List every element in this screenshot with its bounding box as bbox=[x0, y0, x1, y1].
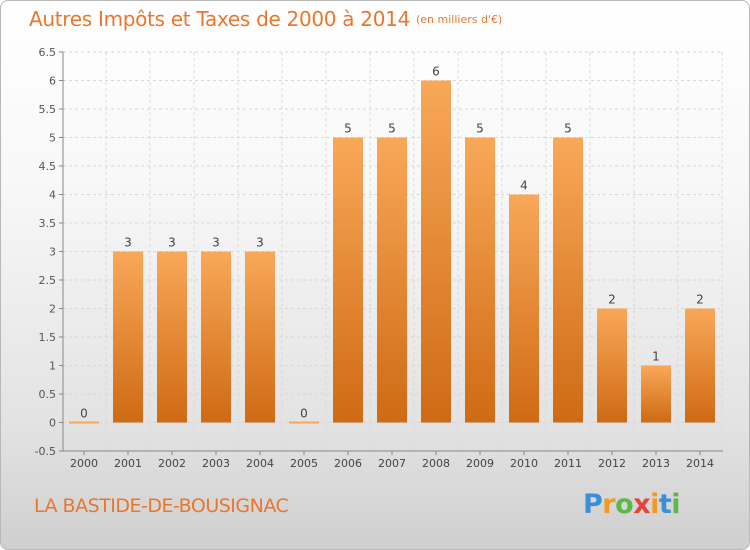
data-label: 5 bbox=[564, 122, 572, 136]
logo-letter: i bbox=[650, 489, 659, 520]
y-tick-label: 6 bbox=[49, 75, 56, 88]
y-tick-label: 5 bbox=[49, 132, 56, 145]
x-tick-label: 2013 bbox=[642, 457, 670, 470]
data-label: 5 bbox=[476, 122, 484, 136]
bar bbox=[157, 251, 187, 423]
y-tick-label: 4 bbox=[49, 189, 56, 202]
x-tick-label: 2007 bbox=[378, 457, 406, 470]
x-tick-label: 2003 bbox=[202, 457, 230, 470]
x-tick-label: 2004 bbox=[246, 457, 274, 470]
data-label: 3 bbox=[124, 236, 132, 250]
chart-title-main: Autres Impôts et Taxes de 2000 à 2014 bbox=[29, 7, 410, 31]
data-label: 0 bbox=[300, 407, 308, 421]
logo-letter: t bbox=[658, 489, 672, 520]
x-tick-label: 2000 bbox=[70, 457, 98, 470]
data-label: 3 bbox=[168, 236, 176, 250]
bar bbox=[245, 251, 275, 423]
bars bbox=[69, 80, 715, 424]
logo-letter: r bbox=[602, 489, 616, 520]
y-tick-label: 0 bbox=[49, 417, 56, 430]
x-tick-label: 2012 bbox=[598, 457, 626, 470]
bar bbox=[641, 365, 671, 423]
y-tick-label: 1 bbox=[49, 360, 56, 373]
bar bbox=[113, 251, 143, 423]
logo-letter: x bbox=[633, 489, 651, 520]
y-tick-label: 1.5 bbox=[39, 331, 57, 344]
data-label: 6 bbox=[432, 65, 440, 79]
y-tick-label: 2 bbox=[49, 303, 56, 316]
bar bbox=[333, 137, 363, 423]
x-tick-label: 2002 bbox=[158, 457, 186, 470]
data-label: 1 bbox=[652, 350, 660, 364]
logo-letter: i bbox=[671, 489, 681, 520]
chart-title: Autres Impôts et Taxes de 2000 à 2014 (en… bbox=[29, 7, 502, 31]
bar bbox=[553, 137, 583, 423]
y-tick-label: 2.5 bbox=[39, 274, 57, 287]
data-label: 5 bbox=[388, 122, 396, 136]
x-tick-labels: 2000 2001 2002 2003 2004 2005 2006 2007 2008 2009… bbox=[70, 451, 714, 470]
logo-letter: P bbox=[583, 489, 603, 520]
x-tick-label: 2006 bbox=[334, 457, 362, 470]
y-tick-label: 5.5 bbox=[39, 103, 57, 116]
bar bbox=[597, 308, 627, 423]
x-tick-label: 2001 bbox=[114, 457, 142, 470]
bar bbox=[465, 137, 495, 423]
data-label: 2 bbox=[696, 293, 704, 307]
y-tick-label: 0.5 bbox=[39, 388, 57, 401]
data-label: 0 bbox=[80, 407, 88, 421]
bar bbox=[685, 308, 715, 423]
x-tick-label: 2010 bbox=[510, 457, 538, 470]
y-tick-label: 3 bbox=[49, 246, 56, 259]
x-tick-label: 2011 bbox=[554, 457, 582, 470]
bar bbox=[69, 421, 99, 424]
data-label: 2 bbox=[608, 293, 616, 307]
logo-letter: o bbox=[615, 489, 634, 520]
y-tick-labels: -0.5 0 0.5 1 1.5 2 2.5 3 3.5 4 4.5 5 5.5 6 6.5 bbox=[35, 46, 56, 458]
chart-title-unit: (en milliers d'€) bbox=[416, 13, 503, 26]
bar bbox=[201, 251, 231, 423]
y-tick-label: 6.5 bbox=[39, 46, 57, 59]
data-label: 5 bbox=[344, 122, 352, 136]
bar bbox=[421, 80, 451, 423]
bar bbox=[289, 421, 319, 424]
commune-name: LA BASTIDE-DE-BOUSIGNAC bbox=[34, 495, 289, 517]
axes bbox=[59, 51, 723, 452]
bar bbox=[509, 194, 539, 423]
x-tick-label: 2005 bbox=[290, 457, 318, 470]
data-label: 3 bbox=[256, 236, 264, 250]
data-label: 3 bbox=[212, 236, 220, 250]
bar bbox=[377, 137, 407, 423]
proxiti-logo: Proxiti bbox=[583, 489, 681, 520]
x-tick-label: 2008 bbox=[422, 457, 450, 470]
x-tick-label: 2014 bbox=[686, 457, 714, 470]
y-tick-label: -0.5 bbox=[35, 445, 56, 458]
y-tick-label: 3.5 bbox=[39, 217, 57, 230]
data-labels: 0 3 3 3 3 0 5 5 6 5 4 5 2 1 2 bbox=[80, 65, 704, 421]
x-tick-label: 2009 bbox=[466, 457, 494, 470]
y-tick-label: 4.5 bbox=[39, 160, 57, 173]
data-label: 4 bbox=[520, 179, 528, 193]
